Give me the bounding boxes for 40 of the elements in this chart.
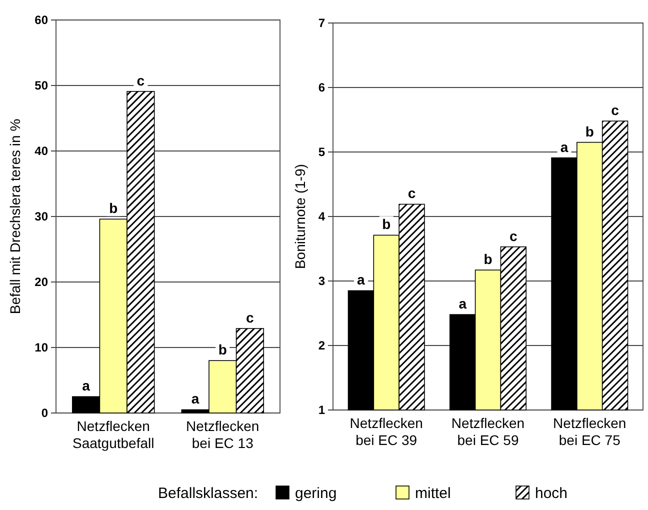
y-tick-label: 50 [34,78,48,93]
y-tick-label: 30 [34,210,48,224]
annotation: c [246,310,254,326]
annotation: c [136,72,145,88]
annotation: c [510,228,518,244]
annotation: a [458,296,467,312]
y-tick-label: 20 [34,275,48,290]
x-tick-label: Netzflecken bei EC 75 [553,415,626,448]
x-tick-label: Netzflecken Saatgutbefall [72,418,154,451]
annotation: b [109,200,118,216]
x-tick-label: Netzflecken bei EC 13 [186,418,260,451]
annotation: c [611,102,620,118]
y-tick-label: 2 [318,338,326,353]
y-tick-label: 7 [318,16,326,30]
y-tick-label: 5 [318,145,326,160]
y-tick-label: 3 [318,274,326,288]
legend-title: Befallsklassen: [158,485,258,502]
legend-label: mittel [415,485,451,502]
legend-label: hoch [535,485,568,502]
y-tick-label: 4 [318,210,326,224]
annotation: b [218,342,227,358]
annotation: c [408,185,416,202]
annotation: b [382,216,391,232]
x-tick-label: Netzflecken bei EC 39 [350,415,423,448]
y-tick-label: 1 [318,403,326,418]
y-axis-title: Befall mit Drechslera teres in % [7,118,23,314]
y-tick-label: 10 [34,340,48,355]
y-tick-label: 0 [41,406,48,420]
y-tick-label: 40 [34,144,48,158]
annotation: b [484,251,492,268]
y-tick-label: 6 [318,80,326,95]
annotation: a [357,272,366,288]
legend-label: gering [295,485,337,502]
annotation: b [585,123,594,140]
annotation: a [191,390,200,407]
annotation: a [560,138,568,155]
y-axis-title: Boniturnote (1-9) [292,164,308,270]
y-tick-label: 60 [34,13,48,28]
x-tick-label: Netzflecken bei EC 59 [451,415,525,448]
annotation: a [82,378,90,394]
